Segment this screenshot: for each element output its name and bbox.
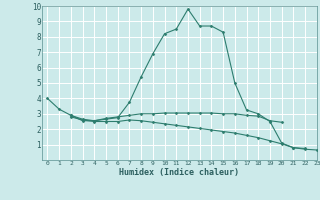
X-axis label: Humidex (Indice chaleur): Humidex (Indice chaleur) — [119, 168, 239, 177]
